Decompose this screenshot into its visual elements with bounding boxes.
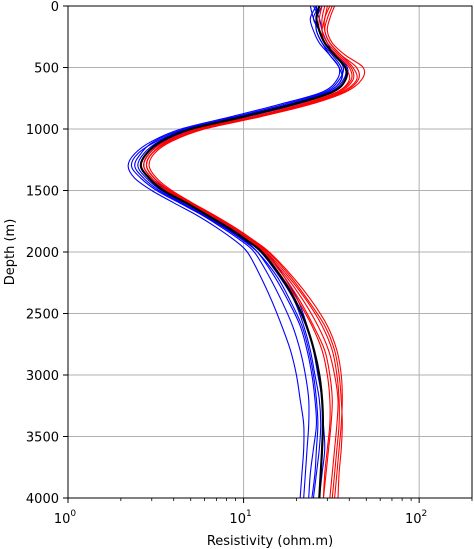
- series-line-red: [143, 5, 353, 499]
- tick-labels: 100 101 1020500100015002000250030003500400…: [26, 0, 427, 527]
- y-tick-label: 2500: [26, 308, 59, 323]
- series-line-red: [145, 5, 355, 499]
- y-tick-label: 1500: [26, 185, 59, 200]
- y-tick-label: 3500: [26, 431, 59, 446]
- y-tick-label: 1000: [26, 123, 59, 138]
- x-tick-label: 101: [229, 509, 251, 527]
- series-line-blue: [134, 6, 343, 499]
- series-line-blue: [130, 5, 345, 499]
- x-tick-label: 102: [405, 509, 427, 527]
- y-tick-label: 500: [34, 62, 59, 77]
- x-axis-title: Resistivity (ohm.m): [207, 534, 333, 549]
- x-tick-exponent: 0: [70, 509, 76, 519]
- y-tick-label: 4000: [26, 492, 59, 507]
- y-tick-label: 0: [51, 0, 59, 15]
- x-tick-exponent: 1: [246, 509, 252, 519]
- series-lines: [127, 5, 366, 499]
- y-tick-label: 3000: [26, 369, 59, 384]
- series-line-red: [145, 5, 358, 499]
- x-tick-exponent: 2: [422, 509, 428, 519]
- x-tick-label: 100: [54, 509, 77, 527]
- axis-ticks: [63, 5, 473, 503]
- series-line-black: [139, 5, 348, 499]
- y-axis-title: Depth (m): [3, 219, 18, 286]
- series-line-blue: [137, 5, 344, 499]
- series-line-red: [148, 5, 366, 499]
- y-tick-label: 2000: [26, 246, 59, 261]
